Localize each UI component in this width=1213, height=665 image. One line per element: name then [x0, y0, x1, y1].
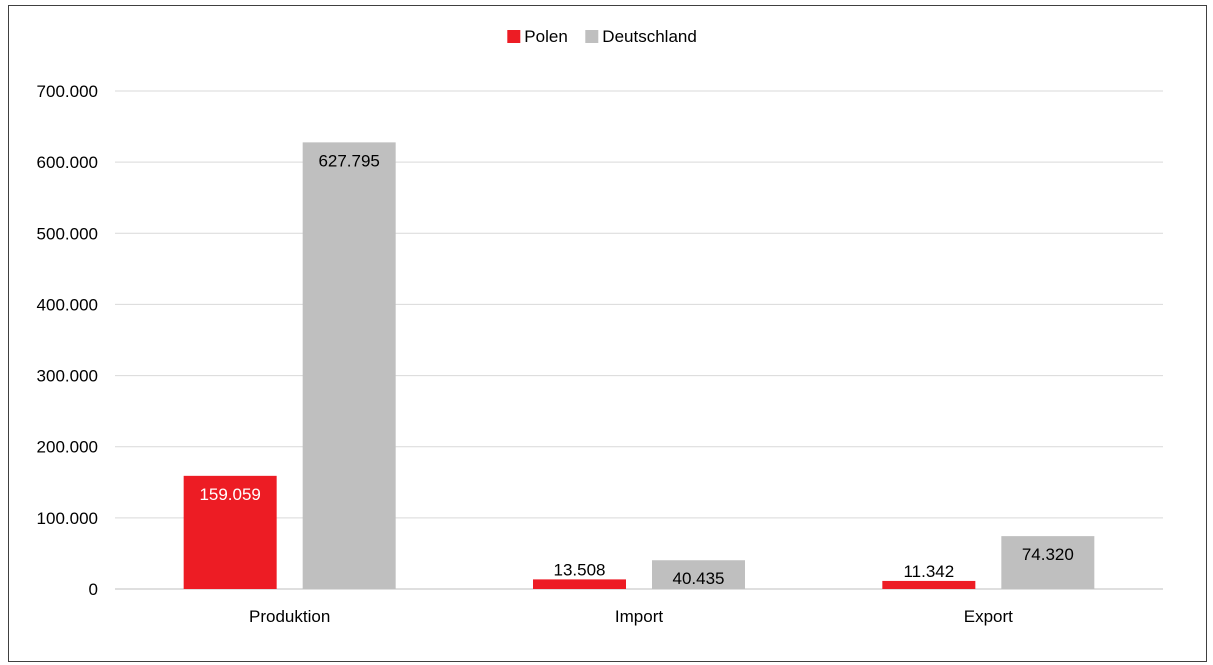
bar-polen-produktion [183, 475, 277, 589]
y-tick-label: 500.000 [37, 224, 98, 243]
legend-label-deutschland: Deutschland [602, 27, 697, 46]
y-tick-label: 100.000 [37, 509, 98, 528]
bar-deutschland-produktion [302, 142, 396, 589]
y-tick-label: 300.000 [37, 367, 98, 386]
bar-polen-export [882, 580, 976, 589]
y-tick-label: 200.000 [37, 438, 98, 457]
legend-label-polen: Polen [524, 27, 567, 46]
y-tick-label: 400.000 [37, 295, 98, 314]
y-tick-label: 0 [89, 580, 98, 599]
x-category-label: Import [615, 607, 663, 626]
bar-deutschland-export [1001, 536, 1095, 589]
data-label: 627.795 [318, 151, 379, 170]
legend-swatch-deutschland [585, 30, 599, 43]
data-label: 159.059 [199, 485, 260, 504]
y-tick-label: 700.000 [37, 82, 98, 101]
data-label: 74.320 [1022, 545, 1074, 564]
legend-swatch-polen [507, 30, 521, 43]
x-category-label: Produktion [249, 607, 330, 626]
y-tick-label: 600.000 [37, 153, 98, 172]
data-label: 11.342 [903, 562, 954, 581]
data-label: 13.508 [554, 560, 606, 579]
bar-deutschland-import [652, 560, 745, 589]
x-category-label: Export [964, 607, 1013, 626]
data-label: 40.435 [673, 569, 725, 588]
bar-polen-import [533, 579, 626, 589]
